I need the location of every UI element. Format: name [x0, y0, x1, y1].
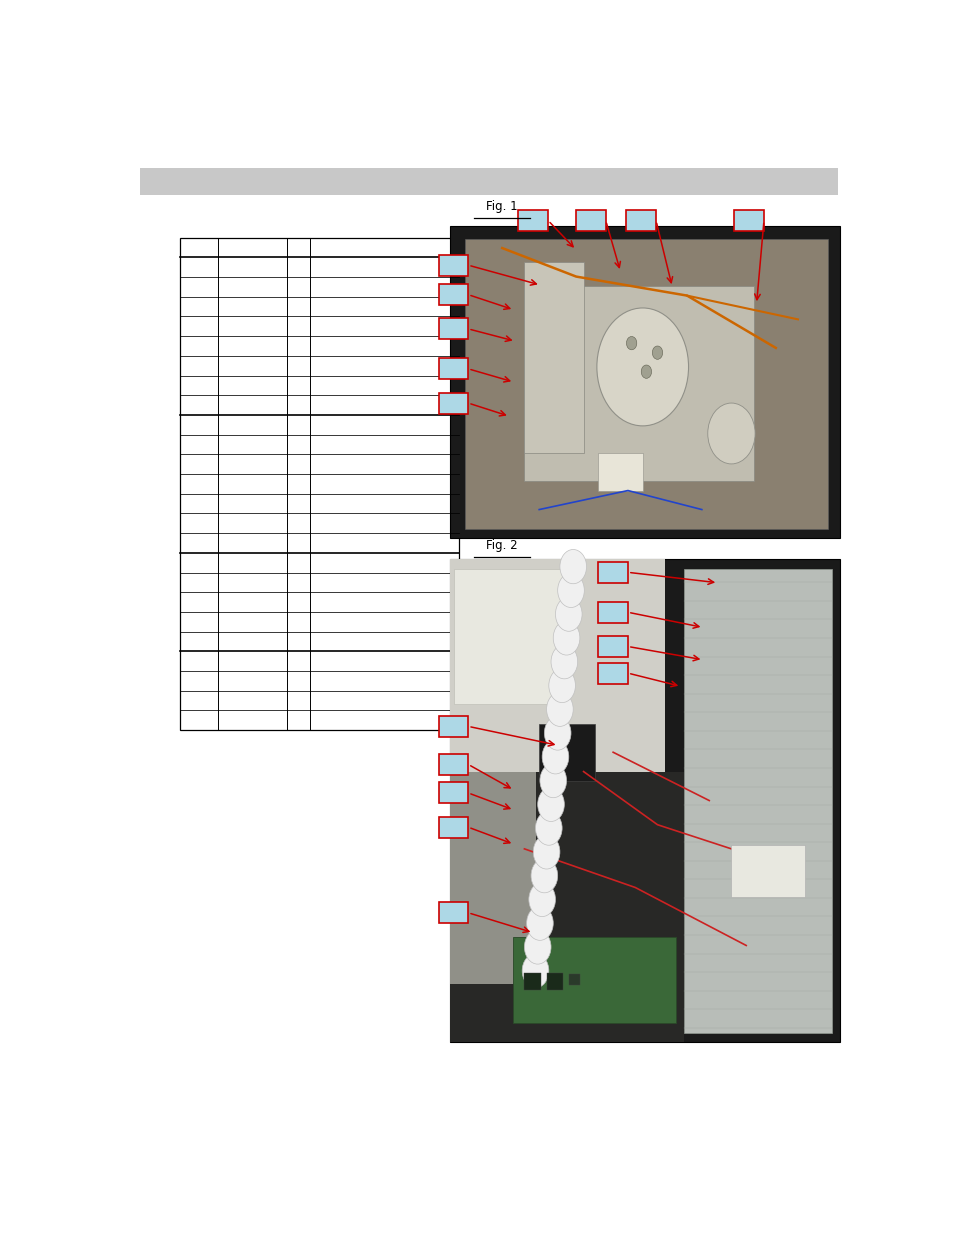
Circle shape	[558, 573, 583, 608]
Text: Fig. 1: Fig. 1	[486, 200, 517, 212]
Bar	[450, 559, 840, 1042]
Bar	[438, 358, 468, 379]
Bar	[598, 562, 627, 583]
Bar	[626, 210, 656, 231]
Bar	[538, 724, 594, 782]
Circle shape	[535, 811, 561, 845]
Bar	[438, 716, 468, 737]
Circle shape	[524, 930, 551, 965]
Circle shape	[528, 882, 555, 916]
Bar	[438, 393, 468, 414]
Circle shape	[707, 403, 755, 464]
Bar	[513, 937, 676, 1023]
Circle shape	[539, 763, 566, 798]
Circle shape	[551, 645, 578, 679]
Bar	[518, 210, 547, 231]
Bar	[450, 226, 840, 538]
Bar	[568, 973, 579, 986]
Bar	[598, 663, 627, 684]
Circle shape	[548, 668, 575, 703]
Bar	[524, 287, 753, 482]
Bar	[683, 568, 831, 1032]
Bar	[438, 319, 468, 340]
Bar	[438, 753, 468, 774]
Circle shape	[526, 906, 553, 940]
Bar	[524, 262, 583, 452]
Circle shape	[521, 953, 548, 988]
Circle shape	[559, 550, 586, 584]
Bar	[576, 210, 605, 231]
Circle shape	[531, 858, 558, 893]
Bar	[598, 601, 627, 622]
Circle shape	[546, 692, 573, 726]
Circle shape	[553, 621, 579, 655]
Bar	[438, 816, 468, 837]
Bar	[438, 903, 468, 924]
Bar	[454, 568, 562, 704]
Circle shape	[537, 787, 564, 821]
Bar	[438, 254, 468, 275]
Bar	[140, 168, 837, 195]
Circle shape	[555, 597, 581, 631]
Bar	[546, 973, 562, 989]
Bar	[524, 973, 540, 989]
Circle shape	[533, 835, 559, 869]
Bar	[450, 559, 664, 772]
Bar	[598, 636, 627, 657]
Bar	[598, 452, 642, 490]
Bar	[450, 772, 536, 984]
Circle shape	[541, 740, 568, 774]
Bar	[438, 783, 468, 804]
Bar	[734, 210, 763, 231]
Bar	[438, 284, 468, 305]
Bar	[450, 772, 683, 1042]
Bar	[465, 238, 826, 529]
Circle shape	[597, 308, 688, 426]
Circle shape	[626, 336, 637, 350]
Circle shape	[640, 366, 651, 378]
Text: Fig. 2: Fig. 2	[486, 540, 517, 552]
Circle shape	[652, 346, 662, 359]
Bar	[180, 237, 459, 730]
Bar	[731, 845, 804, 897]
Circle shape	[544, 716, 571, 750]
